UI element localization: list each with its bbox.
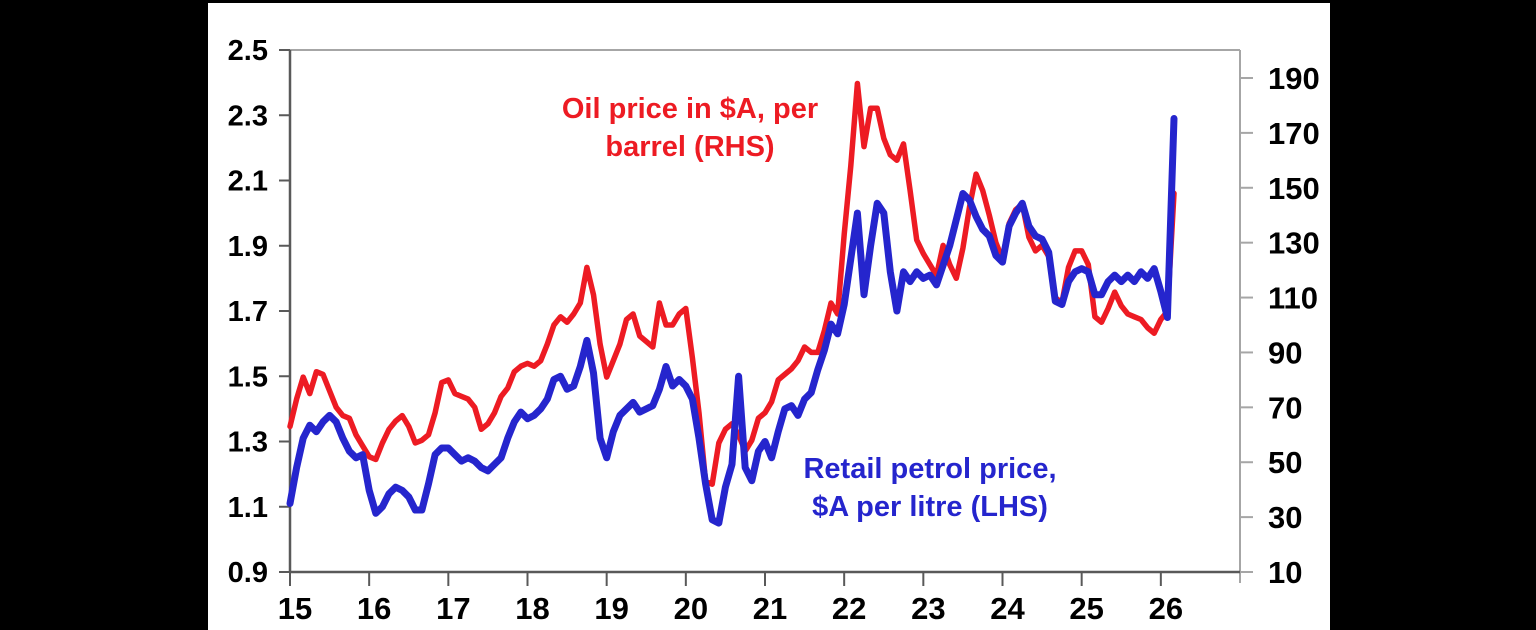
- x-axis-tick-label: 17: [436, 591, 470, 626]
- x-axis-tick-label: 15: [278, 591, 312, 626]
- petrol-price-line: [286, 115, 1178, 527]
- right-axis-tick-label: 130: [1268, 226, 1320, 261]
- right-axis-tick-label: 70: [1268, 390, 1302, 425]
- right-axis-tick-label: 170: [1268, 116, 1320, 151]
- x-axis-tick-label: 24: [990, 591, 1025, 626]
- right-axis-tick-label: 150: [1268, 171, 1320, 206]
- petrol-series-label-line2: $A per litre (LHS): [812, 491, 1048, 523]
- left-axis-tick-label: 1.5: [228, 361, 268, 393]
- x-axis-tick-label: 22: [832, 591, 866, 626]
- x-axis-tick-label: 20: [674, 591, 708, 626]
- left-axis-tick-label: 1.7: [228, 296, 268, 328]
- right-axis-tick-label: 30: [1268, 500, 1302, 535]
- left-axis-tick-label: 1.3: [228, 427, 268, 459]
- chart-panel: [208, 3, 1330, 630]
- right-axis-tick-label: 50: [1268, 445, 1302, 480]
- left-axis-tick-label: 2.3: [228, 100, 268, 132]
- left-axis-tick-label: 1.9: [228, 231, 268, 263]
- x-axis-tick-label: 26: [1149, 591, 1183, 626]
- left-axis-tick-label: 2.5: [228, 35, 268, 67]
- left-axis-tick-label: 1.1: [228, 492, 268, 524]
- petrol-series-label-line1: Retail petrol price,: [803, 453, 1057, 485]
- petrol-series-label: Retail petrol price, $A per litre (LHS): [770, 450, 1090, 526]
- left-axis-tick-label: 0.9: [228, 557, 268, 589]
- right-axis-tick-label: 10: [1268, 555, 1302, 590]
- x-axis-tick-label: 19: [594, 591, 628, 626]
- x-axis-tick-label: 21: [753, 591, 787, 626]
- oil-series-label-line1: Oil price in $A, per: [561, 93, 819, 125]
- x-axis-tick-label: 18: [515, 591, 549, 626]
- right-axis-tick-label: 190: [1268, 61, 1320, 96]
- oil-series-label: Oil price in $A, per barrel (RHS): [540, 90, 840, 166]
- oil-series-label-line2: barrel (RHS): [605, 131, 775, 163]
- x-axis-tick-label: 16: [357, 591, 391, 626]
- x-axis-tick-label: 25: [1069, 591, 1103, 626]
- right-axis-tick-label: 90: [1268, 335, 1302, 370]
- x-axis-tick-label: 23: [911, 591, 945, 626]
- right-axis-tick-label: 110: [1268, 281, 1318, 316]
- left-axis-tick-label: 2.1: [228, 166, 268, 198]
